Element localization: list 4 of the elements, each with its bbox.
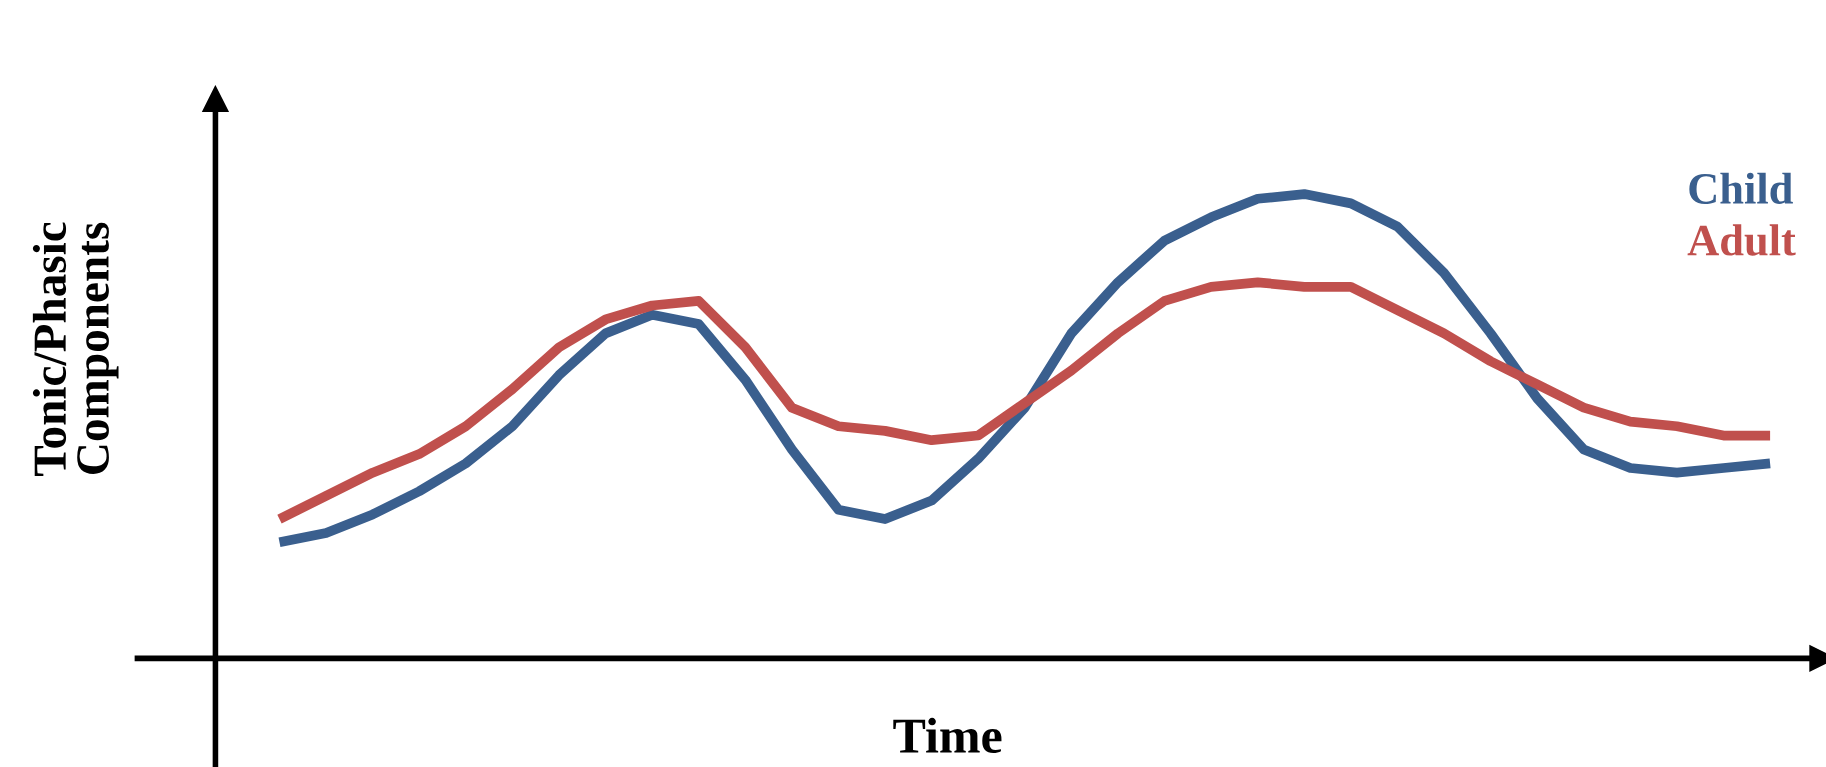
text: Adult — [1687, 224, 1796, 256]
x-axis-title: Time — [893, 717, 1002, 753]
text: Child — [1689, 172, 1793, 204]
y-axis-title: Tonic/Phasic Components — [32, 222, 119, 476]
